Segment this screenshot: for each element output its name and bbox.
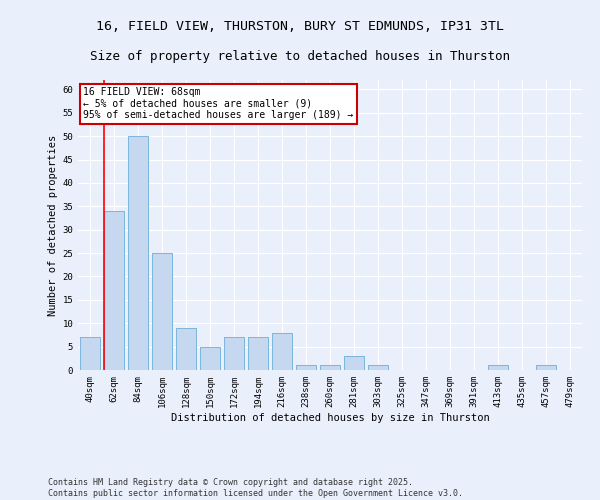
Text: 16 FIELD VIEW: 68sqm
← 5% of detached houses are smaller (9)
95% of semi-detache: 16 FIELD VIEW: 68sqm ← 5% of detached ho…: [83, 87, 353, 120]
Bar: [272, 332, 292, 370]
Bar: [344, 356, 364, 370]
Text: Size of property relative to detached houses in Thurston: Size of property relative to detached ho…: [90, 50, 510, 63]
Bar: [128, 136, 148, 370]
Y-axis label: Number of detached properties: Number of detached properties: [48, 134, 58, 316]
Bar: [368, 366, 388, 370]
Text: 16, FIELD VIEW, THURSTON, BURY ST EDMUNDS, IP31 3TL: 16, FIELD VIEW, THURSTON, BURY ST EDMUND…: [96, 20, 504, 33]
Bar: [224, 338, 244, 370]
Bar: [320, 366, 340, 370]
X-axis label: Distribution of detached houses by size in Thurston: Distribution of detached houses by size …: [170, 412, 490, 422]
Bar: [152, 253, 172, 370]
Bar: [176, 328, 196, 370]
Bar: [296, 366, 316, 370]
Bar: [104, 211, 124, 370]
Bar: [80, 338, 100, 370]
Bar: [200, 346, 220, 370]
Bar: [536, 366, 556, 370]
Text: Contains HM Land Registry data © Crown copyright and database right 2025.
Contai: Contains HM Land Registry data © Crown c…: [48, 478, 463, 498]
Bar: [488, 366, 508, 370]
Bar: [248, 338, 268, 370]
